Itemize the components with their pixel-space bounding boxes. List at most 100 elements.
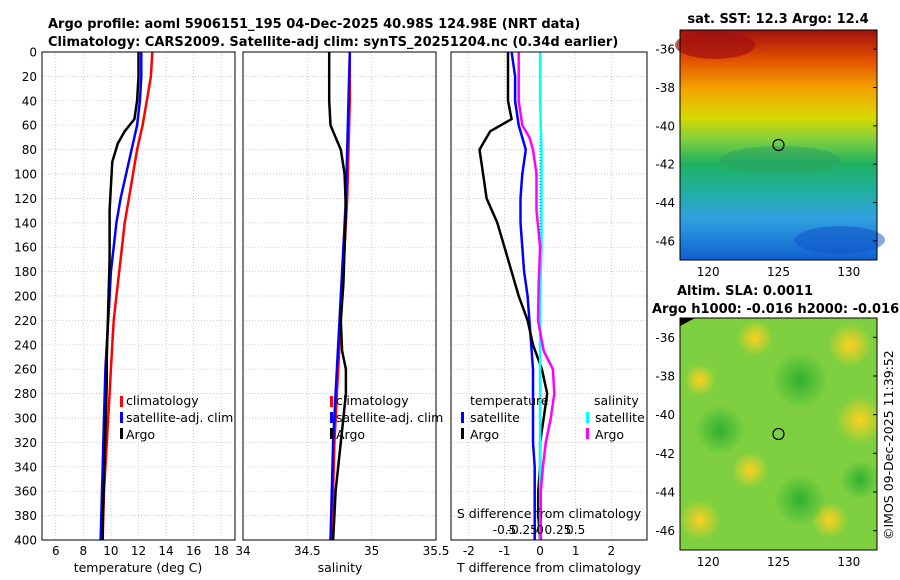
depth-tick-label: 260 [14, 363, 37, 377]
x-tick-label: 6 [52, 544, 60, 558]
s-tick-label: -0.25 [507, 523, 538, 537]
depth-tick-label: 60 [22, 119, 37, 133]
sst-cold-patch [795, 226, 885, 254]
depth-tick-label: 300 [14, 412, 37, 426]
x-tick-label: 18 [214, 544, 229, 558]
lon-tick-label: 130 [837, 555, 860, 569]
depth-tick-label: 120 [14, 192, 37, 206]
figure-title-line2: Climatology: CARS2009. Satellite-adj cli… [48, 35, 618, 50]
sla-corner-mark [680, 318, 695, 326]
legend-s-title: salinity [594, 393, 639, 408]
copyright-label: ©IMOS 09-Dec-2025 11:39:52 [881, 350, 896, 540]
series-line-argo [101, 52, 140, 540]
depth-tick-labels: 0 20 40 60 80 100 120 140 160 180 200 220 240 260 280 3… [14, 46, 37, 548]
depth-tick-label: 80 [22, 143, 37, 157]
legend-satellite: satellite-adj. clim [126, 410, 233, 425]
sla-spot-green [772, 352, 828, 408]
x-tick-label: 12 [131, 544, 146, 558]
lat-tick-label: -36 [655, 331, 675, 345]
depth-tick-label: 20 [22, 70, 37, 84]
x-tick-label: 0 [536, 544, 544, 558]
lat-tick-label: -46 [655, 234, 675, 248]
sla-lat-tick-labels: -36 -38 -40 -42 -44 -46 [655, 331, 877, 538]
s-tick-label: 0.25 [545, 523, 572, 537]
salinity-xlabel: salinity [318, 560, 363, 575]
legend-t-argo-swatch [461, 428, 464, 439]
depth-tick-label: 140 [14, 216, 37, 230]
lat-tick-label: -42 [655, 158, 675, 172]
temperature-legend: climatology satellite-adj. clim Argo [120, 393, 233, 442]
lat-tick-label: -46 [655, 524, 675, 538]
x-tick-label: 14 [158, 544, 173, 558]
sst-warm-patch [675, 31, 755, 59]
sst-field [680, 30, 877, 260]
s-difference-xlabel: S difference from climatology [457, 506, 642, 521]
lat-tick-label: -38 [655, 370, 675, 384]
temperature-grid [42, 52, 235, 540]
series-line-t-satellite [510, 51, 536, 540]
salinity-grid [242, 52, 437, 540]
depth-tick-label: 220 [14, 314, 37, 328]
salinity-axes-box [242, 51, 437, 541]
legend-s-argo-swatch [330, 428, 333, 439]
temperature-tick-labels: 6 8 10 12 14 16 18 [52, 544, 229, 558]
x-tick-label: 35 [364, 544, 379, 558]
legend-climatology: climatology [126, 393, 199, 408]
sla-spot [828, 323, 872, 367]
lon-tick-label: 120 [697, 555, 720, 569]
depth-tick-label: 400 [14, 534, 37, 548]
legend-t-title: temperature [470, 393, 549, 408]
legend-t-satellite-swatch [461, 412, 464, 423]
temperature-series [99, 51, 154, 541]
legend-satellite-swatch [120, 412, 123, 423]
legend-sd-argo: Argo [595, 427, 624, 442]
depth-tick-label: 100 [14, 168, 37, 182]
sla-map-subtitle: Argo h1000: -0.016 h2000: -0.016 [652, 302, 899, 317]
depth-tick-label: 240 [14, 338, 37, 352]
sst-map-title: sat. SST: 12.3 Argo: 12.4 [687, 12, 868, 27]
lat-tick-label: -36 [655, 43, 675, 57]
legend-s-satellite: satellite-adj. clim [336, 410, 443, 425]
sst-lon-tick-labels: 120 125 130 [697, 265, 861, 279]
legend-argo: Argo [126, 427, 155, 442]
difference-grid [451, 52, 647, 540]
s-tick-label: -0.5 [493, 523, 516, 537]
legend-t-argo: Argo [470, 427, 499, 442]
legend-s-climatology-swatch [330, 396, 333, 407]
depth-tick-label: 0 [29, 46, 37, 60]
salinity-tick-labels: 34 34.5 35 35.5 [235, 544, 449, 558]
lat-tick-label: -38 [655, 81, 675, 95]
depth-tick-label: 380 [14, 509, 37, 523]
depth-tick-label: 340 [14, 460, 37, 474]
sla-frame [679, 317, 878, 551]
legend-t-satellite: satellite [470, 410, 520, 425]
sst-argo-marker [772, 138, 785, 152]
difference-panel: -2 -1 0 1 2 -0.5-0.250 0.250.5 S difference f… [450, 51, 648, 575]
s-difference-tick-labels: -0.5-0.250 0.250.5 [493, 523, 586, 537]
sla-spot-green [774, 474, 826, 526]
sla-spot [684, 364, 716, 396]
sla-map: Altim. SLA: 0.0011 Argo h1000: -0.016 h2… [652, 284, 899, 569]
salinity-legend: climatology satellite-adj. clim Argo [330, 393, 443, 442]
sla-spot [732, 452, 768, 488]
salinity-panel: 34 34.5 35 35.5 salinity climatology satell… [235, 51, 449, 575]
sst-frame [679, 29, 878, 261]
depth-tick-label: 280 [14, 387, 37, 401]
x-tick-label: 2 [608, 544, 616, 558]
sst-map: sat. SST: 12.3 Argo: 12.4 -36 -38 -40 -42 -4… [655, 12, 885, 279]
x-tick-label: 8 [80, 544, 88, 558]
x-tick-label: 35.5 [423, 544, 450, 558]
sla-map-title: Altim. SLA: 0.0011 [677, 284, 813, 299]
series-line-satellite-adj-clim [329, 51, 352, 541]
temperature-panel: 0 20 40 60 80 100 120 140 160 180 200 220 240 260 280 3… [14, 46, 236, 575]
temperature-xlabel: temperature (deg C) [74, 560, 203, 575]
x-tick-label: -1 [498, 544, 510, 558]
depth-tick-label: 360 [14, 485, 37, 499]
figure-title-line1: Argo profile: aoml 5906151_195 04-Dec-20… [48, 17, 580, 32]
s-tick-label: 0.5 [566, 523, 585, 537]
series-line-s-satellite [538, 52, 543, 540]
depth-tick-label: 40 [22, 94, 37, 108]
sla-spot [680, 500, 720, 540]
sla-spot [836, 396, 877, 444]
x-tick-label: 16 [186, 544, 201, 558]
